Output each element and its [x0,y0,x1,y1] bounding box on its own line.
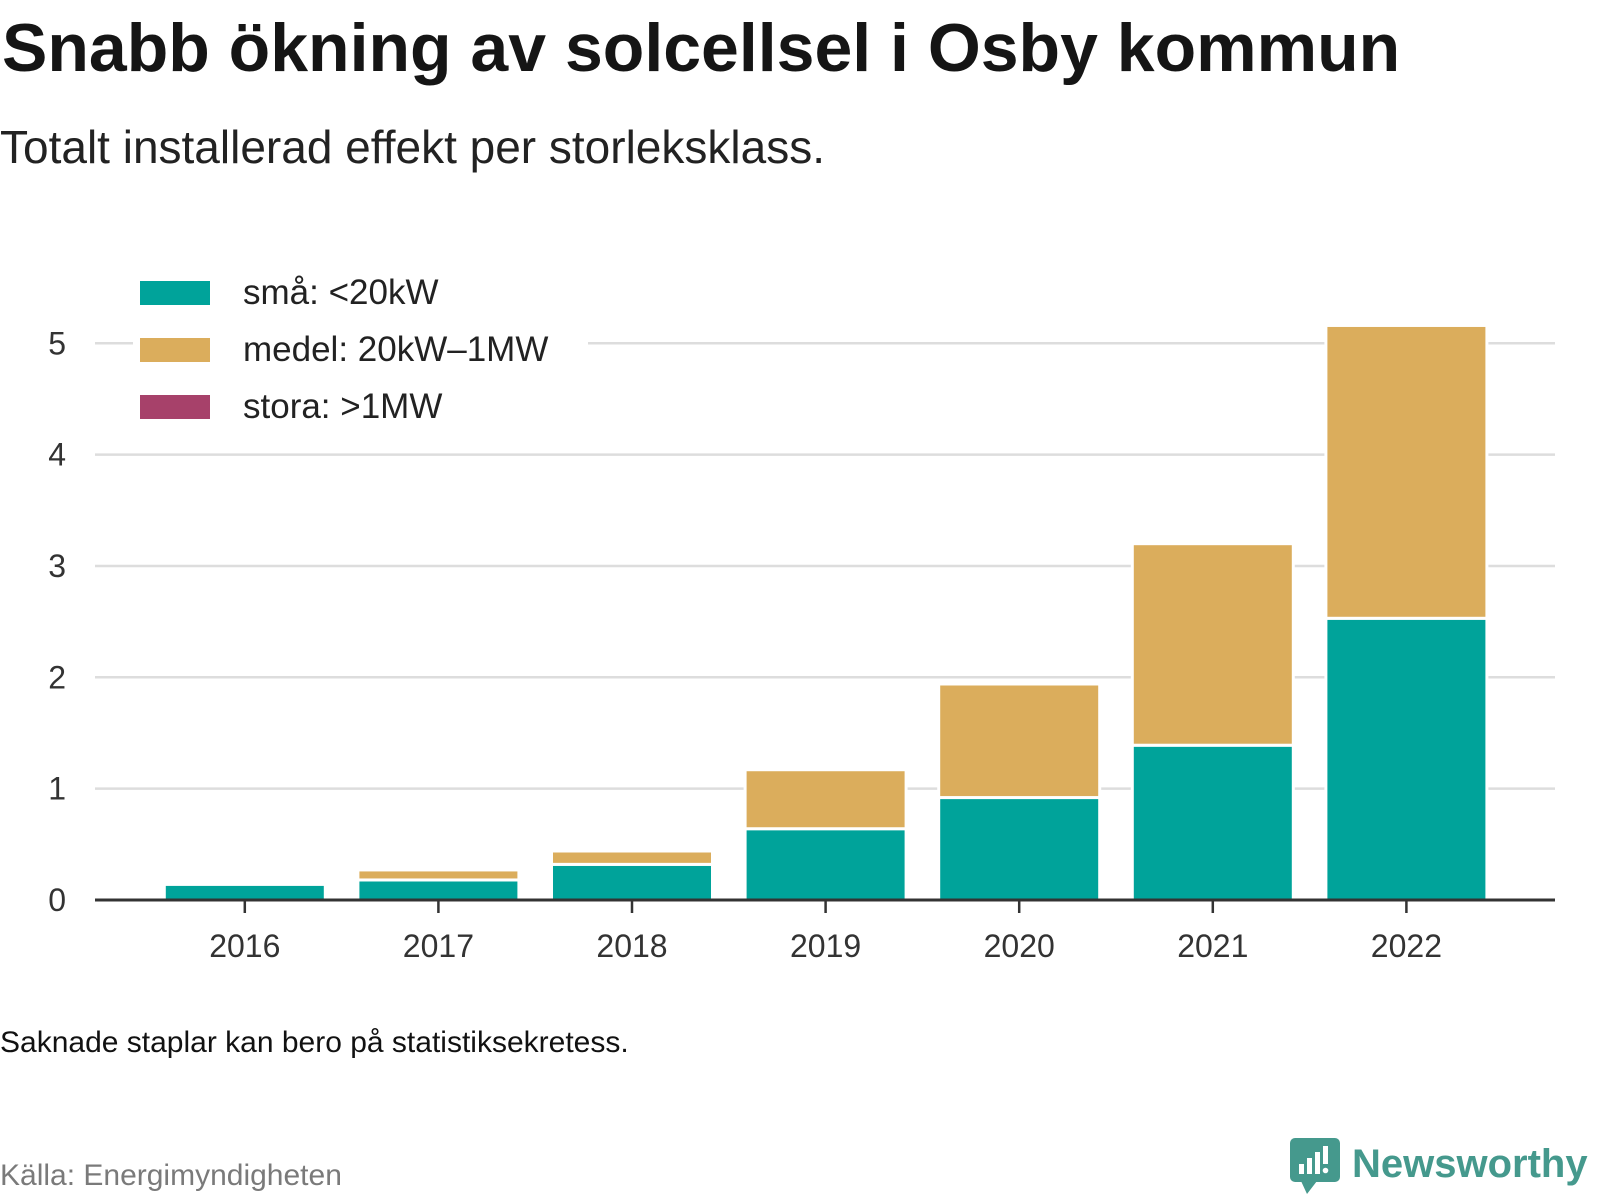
legend-item-sma: små: <20kW [140,273,580,313]
tick-labels: 0 1 2 3 4 5 2016 2017 2018 2019 2020 2021 2022 [48,325,1442,964]
bar-segment-series0-2017 [356,878,521,902]
bar-segment-series0-2022 [1324,616,1489,902]
bar-segment-series1-2017 [356,868,521,882]
x-tick-label-2019: 2019 [790,928,861,964]
x-tick-label-2017: 2017 [403,928,474,964]
bar-segment-series1-2020 [937,682,1102,800]
y-tick-label-0: 0 [48,882,66,918]
y-tick-label-1: 1 [48,771,66,807]
y-tick-label-2: 2 [48,659,66,695]
brand-name: Newsworthy [1352,1142,1588,1186]
x-tick-label-2021: 2021 [1177,928,1248,964]
bar-segment-series1-2021 [1130,542,1295,747]
footnote: Saknade staplar kan bero på statistiksek… [0,1026,629,1059]
legend-swatch-sma [140,281,210,305]
source-credit: Källa: Energimyndigheten [0,1159,342,1192]
bars [162,323,1489,902]
bar-segment-series1-2018 [550,849,714,866]
x-axis [95,898,1555,913]
x-tick-label-2018: 2018 [596,928,667,964]
legend-label-sma: små: <20kW [243,273,439,312]
legend-label-medel: medel: 20kW–1MW [243,330,549,369]
legend: små: <20kW medel: 20kW–1MW stora: >1MW [133,268,588,428]
chart-subtitle: Totalt installerad effekt per storlekskl… [0,121,825,173]
y-tick-label-3: 3 [48,548,66,584]
bar-segment-series1-2022 [1324,323,1489,620]
bar-segment-series0-2019 [743,827,908,902]
x-tick-label-2022: 2022 [1371,928,1442,964]
x-tick-label-2020: 2020 [984,928,1055,964]
legend-item-medel: medel: 20kW–1MW [140,330,580,370]
bar-segment-series0-2016 [162,882,327,902]
x-tick-label-2016: 2016 [209,928,280,964]
bar-segment-series0-2021 [1130,743,1295,902]
y-tick-label-4: 4 [48,437,66,473]
bar-segment-series1-2019 [743,768,908,831]
legend-swatch-stora [140,395,210,419]
chart-title: Snabb ökning av solcellsel i Osby kommun [2,10,1401,86]
legend-label-stora: stora: >1MW [243,387,443,426]
newsworthy-logo-icon [1290,1138,1340,1194]
y-tick-label-5: 5 [48,325,66,361]
bar-segment-series0-2020 [937,796,1102,902]
bar-segment-series0-2018 [550,862,714,902]
legend-item-stora: stora: >1MW [140,387,580,427]
legend-swatch-medel [140,338,210,362]
